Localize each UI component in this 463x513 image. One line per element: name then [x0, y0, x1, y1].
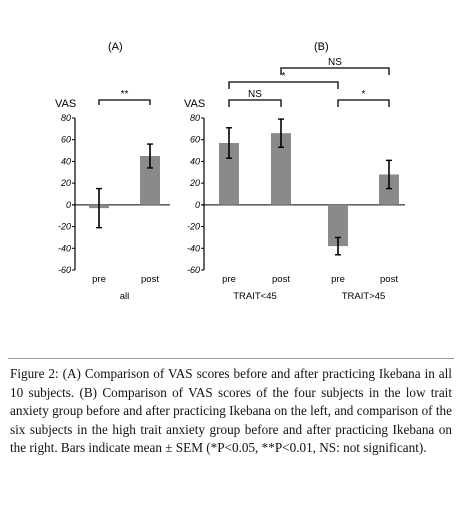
panel-a-y-axis-label: VAS: [55, 98, 76, 110]
significance-bracket: [98, 99, 151, 105]
bar: [379, 174, 399, 205]
bar: [271, 133, 291, 205]
significance-label: NS: [328, 57, 342, 68]
caption-container: Figure 2: (A) Comparison of VAS scores b…: [8, 358, 454, 501]
y-tick-label: 80: [190, 113, 200, 123]
significance-bracket: [228, 99, 282, 107]
panel-a-plot: 80 60 40 20 0 -20 -40 -60 pre post all **: [58, 89, 170, 302]
significance-label: **: [121, 89, 129, 100]
significance-bracket: [228, 81, 339, 89]
figure-canvas: (A) (B) VAS VAS 80 60 40 20 0 -20 -40 -60 pre pos…: [55, 41, 405, 302]
category-label: post: [141, 274, 159, 285]
y-tick-label: 0: [195, 200, 200, 210]
panel-b-plot: 80 60 40 20 0 -20 -40 -60 pre post TRAIT<45 pre post…: [187, 57, 405, 302]
bar: [140, 156, 160, 205]
caption-title: Figure 2:: [10, 366, 59, 381]
y-tick-label: 40: [61, 156, 71, 166]
y-tick-label: -60: [187, 265, 200, 275]
y-tick-label: 0: [66, 200, 71, 210]
y-tick-label: -20: [58, 222, 71, 232]
significance-label: *: [282, 71, 286, 82]
y-tick-label: -20: [187, 222, 200, 232]
y-tick-label: -40: [187, 243, 200, 253]
y-tick-label: 20: [189, 178, 200, 188]
significance-label: *: [362, 89, 366, 100]
panel-a-label: (A): [108, 41, 123, 53]
bar: [328, 204, 348, 247]
category-label: pre: [331, 274, 345, 285]
caption-text: (A) Comparison of VAS scores before and …: [10, 366, 452, 456]
significance-label: NS: [248, 89, 262, 100]
y-tick-label: 20: [60, 178, 71, 188]
y-tick-label: 80: [61, 113, 71, 123]
y-tick-label: 40: [190, 156, 200, 166]
y-tick-label: 60: [61, 135, 71, 145]
figure-caption: Figure 2: (A) Comparison of VAS scores b…: [10, 365, 452, 458]
panel-b-label: (B): [314, 41, 329, 53]
significance-bracket: [280, 67, 390, 75]
bar: [219, 142, 239, 205]
group-label: TRAIT<45: [233, 291, 277, 302]
group-label: all: [120, 291, 130, 302]
y-tick-label: 60: [190, 135, 200, 145]
category-label: pre: [222, 274, 236, 285]
y-tick-label: -60: [58, 265, 71, 275]
category-label: post: [272, 274, 290, 285]
y-tick-label: -40: [58, 243, 71, 253]
group-label: TRAIT>45: [342, 291, 386, 302]
category-label: post: [380, 274, 398, 285]
significance-bracket: [337, 99, 390, 107]
category-label: pre: [92, 274, 106, 285]
panel-b-y-axis-label: VAS: [184, 98, 205, 110]
